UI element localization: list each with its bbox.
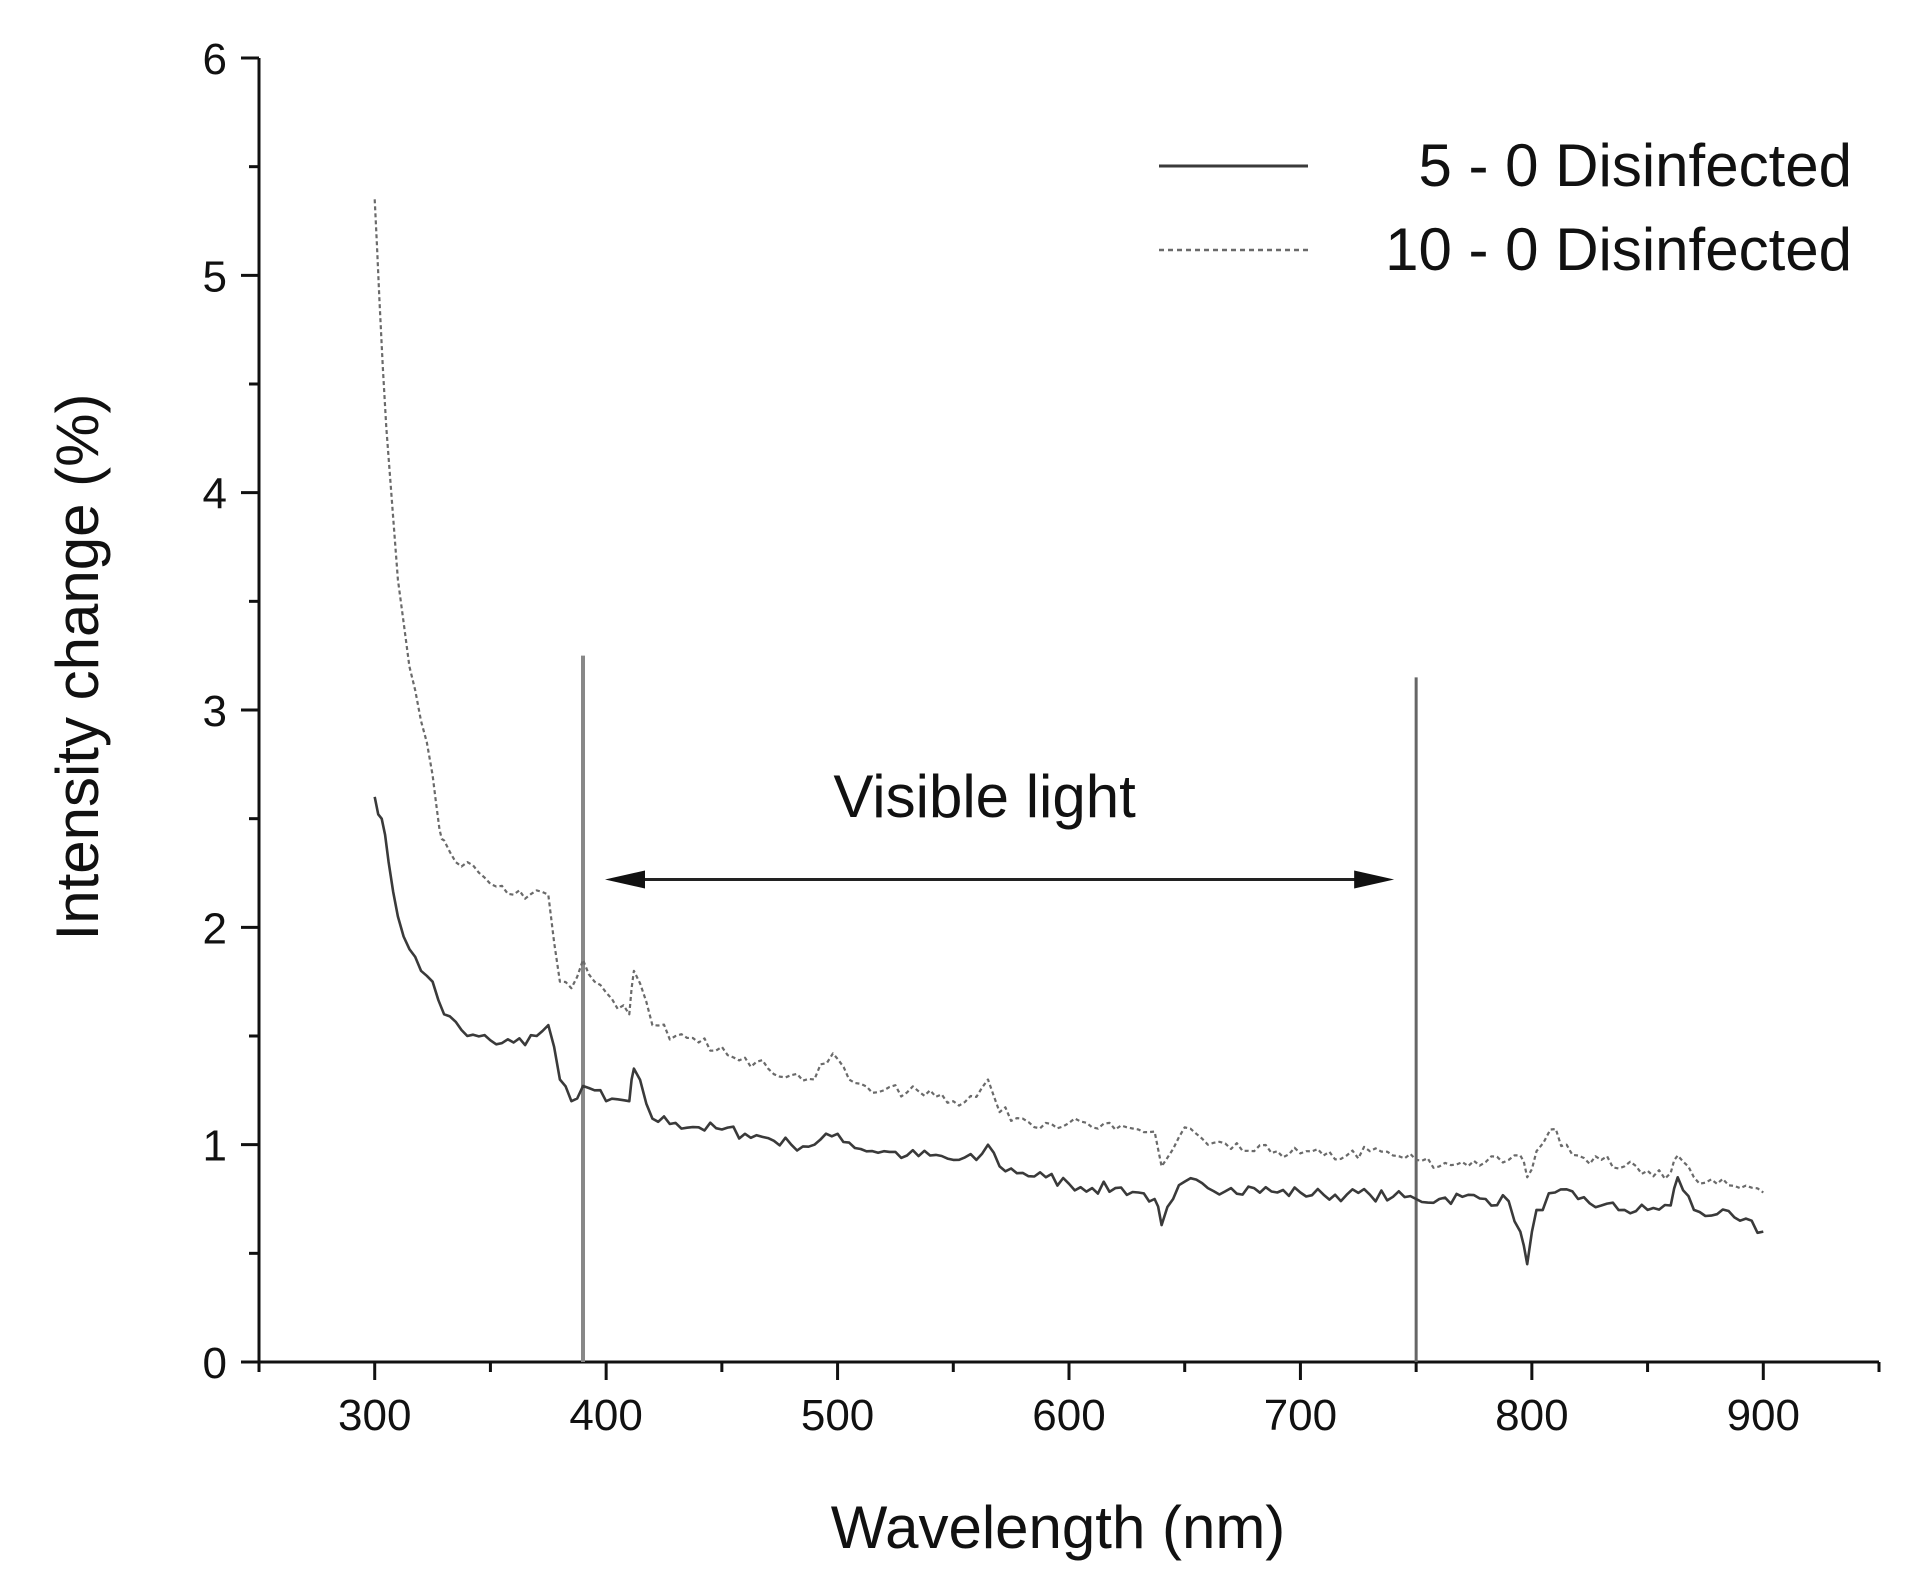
x-tick-label: 500 [801,1391,874,1440]
y-tick-label: 0 [203,1339,227,1388]
y-tick-label: 1 [203,1122,227,1171]
legend: 5 - 0 Disinfected 10 - 0 Disinfected [1159,132,1852,283]
x-axis-label: Wavelength (nm) [831,1494,1286,1561]
visible-light-label: Visible light [833,763,1136,830]
y-tick-label: 2 [203,904,227,953]
y-tick-label: 5 [203,252,227,301]
legend-label: 5 - 0 Disinfected [1418,132,1852,199]
series-5-0-line [373,796,1764,1266]
axes: 0 1 2 3 4 5 6 300 400 500 600 700 800 900 [203,35,1881,1440]
visible-arrow-right-head [1354,870,1395,889]
visible-arrow-left-head [605,870,645,889]
x-tick-label: 400 [569,1391,642,1440]
x-tick-label: 800 [1495,1391,1568,1440]
y-tick-label: 3 [203,687,227,736]
x-tick-label: 600 [1032,1391,1105,1440]
y-tick-label: 6 [203,35,227,84]
series-group [373,199,1764,1266]
x-tick-label: 300 [338,1391,411,1440]
visible-light-annotation: Visible light [581,655,1418,1362]
x-tick-label: 900 [1727,1391,1800,1440]
series-10-0-line [373,199,1764,1194]
legend-label: 10 - 0 Disinfected [1385,216,1852,283]
y-tick-label: 4 [203,470,227,519]
y-axis-label: Intensity change (%) [44,394,111,941]
x-tick-label: 700 [1264,1391,1337,1440]
